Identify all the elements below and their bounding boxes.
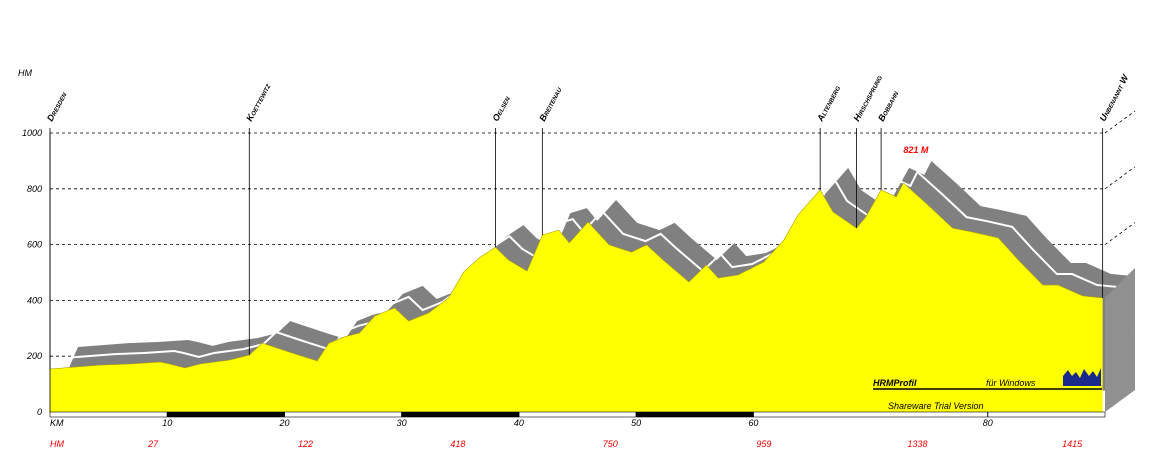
grid-line-depth — [1104, 166, 1136, 190]
x-tick-label: 20 — [278, 418, 289, 428]
profile-area — [50, 182, 1103, 412]
place-label: Koettewitz — [244, 82, 272, 123]
x-axis-segment — [167, 412, 285, 417]
climb-value: 27 — [147, 439, 159, 449]
place-label: Oelsen — [490, 94, 512, 123]
x-tick-label: 40 — [514, 418, 524, 428]
x-tick-label: 80 — [983, 418, 993, 428]
x-axis-segment — [401, 412, 519, 417]
x-axis-label: KM — [50, 418, 64, 428]
climb-value: 122 — [298, 439, 313, 449]
place-label: Unbenannt W — [1098, 72, 1132, 123]
x-tick-label: 30 — [397, 418, 407, 428]
x-axis-bar — [49, 411, 1106, 418]
y-axis-label: HM — [18, 68, 32, 78]
climb-value: 959 — [756, 439, 771, 449]
grid-line-depth — [1104, 110, 1136, 134]
x-tick-label: 50 — [631, 418, 641, 428]
y-tick-label: 400 — [27, 295, 42, 305]
climb-value: 1338 — [907, 439, 927, 449]
y-tick-label: 1000 — [22, 128, 42, 138]
x-tick-label: 10 — [162, 418, 172, 428]
road-line — [63, 170, 1117, 360]
peak-label: 821 M — [903, 145, 929, 155]
grid-line-depth — [1104, 222, 1136, 245]
place-label: Breitenau — [537, 85, 564, 123]
watermark-subtitle: für Windows — [986, 378, 1036, 388]
watermark-title: HRMProfil — [873, 378, 917, 388]
y-tick-label: 600 — [27, 240, 42, 250]
y-tick-label: 800 — [27, 184, 42, 194]
climb-label: HM — [50, 439, 64, 449]
logo-icon — [1063, 368, 1101, 386]
climb-value: 750 — [603, 439, 618, 449]
climb-value: 418 — [450, 439, 465, 449]
y-tick-label: 0 — [37, 407, 42, 417]
side-face — [1105, 267, 1135, 412]
y-tick-label: 200 — [26, 351, 42, 361]
profile-line — [49, 182, 1103, 370]
watermark: HRMProfil für Windows Shareware Trial Ve… — [873, 368, 1102, 411]
place-label: Dresden — [45, 90, 69, 123]
x-axis-segment — [636, 412, 754, 417]
climb-value: 1415 — [1062, 439, 1083, 449]
place-label: Bobbahn — [876, 89, 901, 123]
x-tick-label: 60 — [748, 418, 758, 428]
place-label: Altenberg — [815, 83, 843, 123]
watermark-note: Shareware Trial Version — [888, 401, 984, 411]
